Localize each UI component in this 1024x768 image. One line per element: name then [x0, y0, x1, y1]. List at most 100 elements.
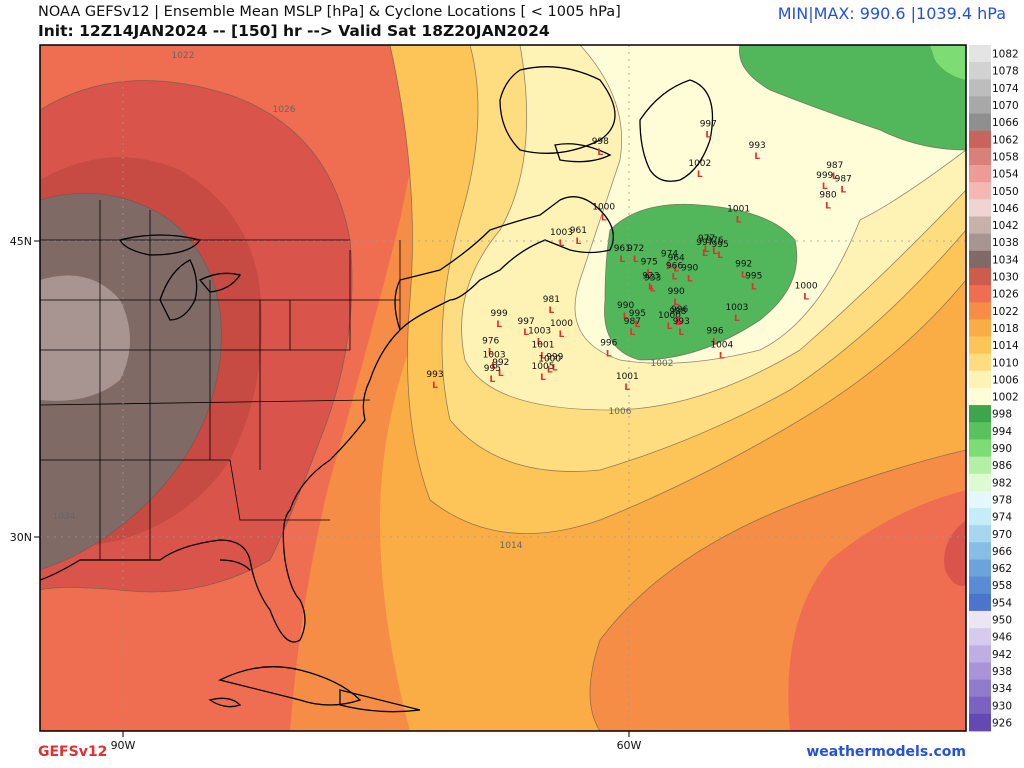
- cyclone-pressure-label: 995: [745, 271, 762, 281]
- cyclone-pressure-label: 997: [700, 120, 717, 130]
- colorbar-swatch: [969, 542, 991, 560]
- low-center-marker: L: [822, 182, 828, 192]
- map-frame: [39, 44, 967, 732]
- cyclone-pressure-label: 995: [712, 240, 729, 250]
- colorbar-swatch: [969, 456, 991, 475]
- colorbar-swatch: [969, 79, 991, 97]
- colorbar-swatch: [969, 610, 991, 629]
- colorbar-swatch: [969, 113, 991, 132]
- min-max-readout: MIN|MAX: 990.6 |1039.4 hPa: [777, 4, 1006, 23]
- isobar-label: 1014: [500, 541, 523, 551]
- low-center-marker: L: [702, 249, 708, 259]
- colorbar-swatch: [969, 353, 991, 372]
- cyclone-pressure-label: 990: [668, 287, 685, 297]
- cyclone-pressure-label: 996: [600, 339, 617, 349]
- colorbar-swatch: [969, 285, 991, 303]
- isobar-label: 1006: [609, 407, 632, 417]
- colorbar-label: 958: [992, 580, 1012, 592]
- colorbar-label: 1022: [992, 306, 1019, 318]
- cyclone-pressure-label: 977: [698, 234, 715, 244]
- colorbar-label: 1030: [992, 272, 1019, 284]
- cyclone-pressure-label: 998: [592, 137, 609, 147]
- low-center-marker: L: [650, 284, 656, 294]
- low-center-marker: L: [736, 215, 742, 225]
- colorbar-label: 1010: [992, 357, 1019, 369]
- colorbar-swatch: [969, 525, 991, 543]
- colorbar-swatch: [969, 216, 991, 235]
- colorbar-swatch: [969, 645, 991, 663]
- cyclone-pressure-label: 1003: [550, 228, 573, 238]
- low-center-marker: L: [712, 338, 718, 348]
- colorbar-label: 1038: [992, 237, 1019, 249]
- isobar-label: 1026: [273, 105, 296, 115]
- isobar-label: 1022: [172, 51, 195, 61]
- colorbar-swatch: [969, 165, 991, 183]
- colorbar-label: 938: [992, 666, 1012, 678]
- colorbar-label: 982: [992, 477, 1012, 489]
- colorbar-swatch: [969, 576, 991, 595]
- cyclone-pressure-label: 966: [666, 262, 683, 272]
- low-center-marker: L: [667, 322, 673, 332]
- colorbar-swatch: [969, 559, 991, 578]
- cyclone-pressure-label: 995: [629, 309, 646, 319]
- colorbar-swatch: [969, 199, 991, 217]
- low-center-marker: L: [751, 282, 757, 292]
- cyclone-pressure-label: 923: [642, 271, 659, 281]
- low-center-marker: L: [498, 369, 504, 379]
- cyclone-pressure-label: 993: [673, 317, 690, 327]
- low-center-marker: L: [488, 348, 494, 358]
- low-center-marker: L: [601, 213, 607, 223]
- cyclone-pressure-label: 980: [819, 191, 836, 201]
- colorbar-swatch: [969, 130, 991, 149]
- colorbar-swatch: [969, 713, 991, 732]
- colorbar-swatch: [969, 405, 991, 423]
- colorbar-label: 1006: [992, 374, 1019, 386]
- low-center-marker: L: [540, 352, 546, 362]
- low-center-marker: L: [491, 361, 497, 371]
- low-center-marker: L: [523, 328, 529, 338]
- cyclone-pressure-label: 1001: [532, 341, 555, 351]
- cyclone-pressure-label: 1003: [528, 327, 551, 337]
- colorbar-swatch: [969, 96, 991, 114]
- cyclone-pressure-label: 1001: [616, 372, 639, 382]
- colorbar-label: 1066: [992, 117, 1019, 129]
- colorbar-swatch: [969, 388, 991, 406]
- low-center-marker: L: [552, 363, 558, 373]
- cyclone-pressure-label: 975: [641, 258, 658, 268]
- colorbar-label: 966: [992, 546, 1012, 558]
- low-center-marker: L: [667, 261, 673, 271]
- colorbar-label: 926: [992, 717, 1012, 729]
- colorbar-label: 986: [992, 460, 1012, 472]
- colorbar-label: 990: [992, 443, 1012, 455]
- low-center-marker: L: [673, 265, 679, 275]
- low-center-marker: L: [646, 269, 652, 279]
- cyclone-pressure-label: 997: [696, 238, 713, 248]
- low-center-marker: L: [537, 338, 543, 348]
- colorbar-label: 1042: [992, 220, 1019, 232]
- colorbar-label: 1026: [992, 289, 1019, 301]
- low-center-marker: L: [832, 172, 838, 182]
- colorbar-swatch: [969, 233, 991, 252]
- cyclone-pressure-label: 1003: [483, 350, 506, 360]
- cyclone-pressure-label: 988: [669, 307, 686, 317]
- low-center-marker: L: [576, 237, 582, 247]
- low-center-marker: L: [717, 251, 723, 261]
- low-center-marker: L: [547, 365, 553, 375]
- colorbar-swatch: [969, 336, 991, 355]
- low-center-marker: L: [719, 352, 725, 362]
- cyclone-pressure-label: 1001: [727, 204, 750, 214]
- colorbar-label: 1074: [992, 83, 1019, 95]
- low-center-marker: L: [678, 328, 684, 338]
- low-center-marker: L: [549, 306, 555, 316]
- cyclone-pressure-label: 972: [627, 244, 644, 254]
- cyclone-pressure-label: 976: [482, 337, 499, 347]
- cyclone-pressure-label: 999: [816, 171, 833, 181]
- cyclone-pressure-label: 993: [749, 141, 766, 151]
- cyclone-pressure-label: 987: [835, 175, 852, 185]
- colorbar: 1082 1078 1074 1070 1066 1062 1058 1054 1050 1046…: [969, 45, 1019, 732]
- cyclone-pressure-label: 999: [546, 352, 563, 362]
- colorbar-label: 962: [992, 563, 1012, 575]
- cyclone-pressure-label: 1003: [725, 303, 748, 313]
- cyclone-pressure-label: 961: [570, 226, 587, 236]
- cyclone-pressure-label: 996: [706, 327, 723, 337]
